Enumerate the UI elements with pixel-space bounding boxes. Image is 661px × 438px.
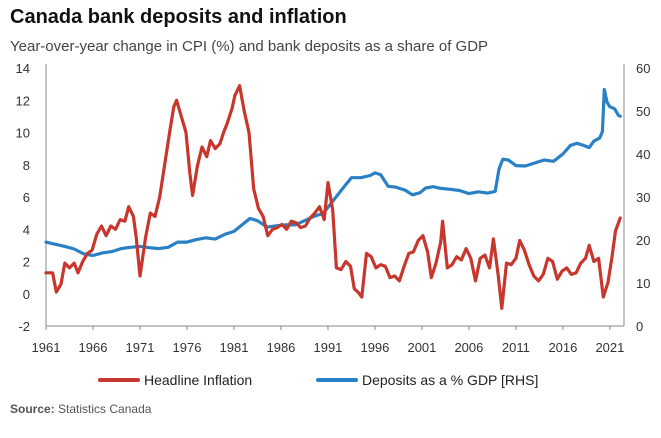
x-tick-label: 2011 [502, 340, 530, 355]
legend: Headline Inflation Deposits as a % GDP [R… [98, 372, 538, 388]
y-right-tick-label: 0 [636, 319, 643, 334]
legend-label-deposits: Deposits as a % GDP [RHS] [362, 372, 538, 388]
y-right-tick-label: 20 [636, 233, 650, 248]
source-text: Statistics Canada [58, 402, 152, 416]
x-tick-label: 2016 [548, 340, 577, 355]
inflation-series-line [44, 84, 622, 310]
y-right-tick-label: 10 [636, 276, 650, 291]
y-left-tick-label: 14 [16, 61, 30, 76]
y-left-tick-label: 12 [16, 93, 30, 108]
x-tick-label: 1976 [173, 340, 202, 355]
series-layer [44, 84, 622, 310]
chart-subtitle: Year-over-year change in CPI (%) and ban… [10, 38, 489, 55]
y-left-tick-label: -2 [18, 319, 30, 334]
y-right-tick-label: 30 [636, 190, 650, 205]
x-tick-label: 1981 [220, 340, 249, 355]
y-left-tick-label: 6 [23, 190, 30, 205]
x-tick-label: 2001 [407, 340, 436, 355]
x-tick-label: 1991 [313, 340, 342, 355]
chart-title: Canada bank deposits and inflation [10, 6, 347, 28]
source-note: Source: Statistics Canada [10, 402, 151, 416]
x-tick-label: 1961 [32, 340, 61, 355]
x-tick-label: 1971 [126, 340, 155, 355]
x-tick-label: 2006 [454, 340, 483, 355]
y-right-tick-label: 40 [636, 147, 650, 162]
y-right-tick-label: 50 [636, 104, 650, 119]
y-right-tick-label: 60 [636, 61, 650, 76]
x-tick-label: 2021 [595, 340, 624, 355]
deposits-series-line [44, 87, 622, 258]
source-label: Source: [10, 402, 55, 416]
x-tick-label: 1966 [79, 340, 108, 355]
y-left-tick-label: 0 [23, 287, 30, 302]
x-tick-label: 1996 [360, 340, 389, 355]
y-left-tick-label: 4 [23, 222, 30, 237]
legend-label-inflation: Headline Inflation [144, 372, 252, 388]
y-left-tick-label: 8 [23, 158, 30, 173]
y-left-tick-label: 10 [16, 126, 30, 141]
x-tick-label: 1986 [266, 340, 295, 355]
axes: -2 0 2 4 6 8 10 12 14 0 10 20 30 40 50 60 1961 1966 1971 19… [16, 61, 651, 355]
y-left-tick-label: 2 [23, 255, 30, 270]
